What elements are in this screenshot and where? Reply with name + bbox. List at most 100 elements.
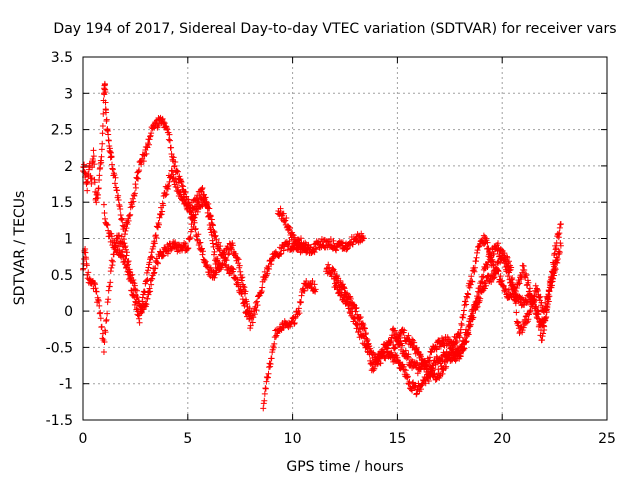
data-point	[127, 277, 134, 284]
data-point	[154, 259, 161, 266]
data-point	[191, 219, 198, 226]
data-point	[370, 367, 377, 374]
data-point	[419, 381, 426, 388]
data-point	[88, 175, 95, 182]
data-point	[102, 88, 109, 95]
data-point	[347, 295, 354, 302]
data-point	[201, 191, 208, 198]
data-point	[141, 288, 148, 295]
data-point	[526, 285, 533, 292]
data-point	[226, 270, 233, 277]
data-point	[125, 268, 132, 275]
data-point	[490, 250, 497, 257]
data-point	[129, 203, 136, 210]
data-point	[111, 180, 118, 187]
data-point	[542, 299, 549, 306]
data-point	[409, 336, 416, 343]
data-point	[502, 285, 509, 292]
data-point	[192, 225, 199, 232]
data-point	[117, 212, 124, 219]
data-point	[204, 203, 211, 210]
x-tick-label: 25	[598, 431, 616, 447]
data-point	[525, 279, 532, 286]
data-point	[159, 115, 166, 122]
data-point	[461, 302, 468, 309]
data-point	[234, 255, 241, 262]
data-point	[164, 126, 171, 133]
data-point	[461, 339, 468, 346]
data-point	[268, 261, 275, 268]
data-point	[115, 196, 122, 203]
data-point	[229, 265, 236, 272]
data-point	[148, 249, 155, 256]
data-point	[177, 177, 184, 184]
data-point	[425, 377, 432, 384]
data-point	[271, 340, 278, 347]
data-point	[543, 303, 550, 310]
data-point	[253, 307, 260, 314]
data-point	[128, 287, 135, 294]
data-point	[413, 359, 420, 366]
y-axis-label: SDTVAR / TECUs	[12, 191, 28, 306]
data-point	[410, 379, 417, 386]
data-point	[499, 277, 506, 284]
data-point	[280, 210, 287, 217]
data-point	[361, 325, 368, 332]
data-point	[361, 335, 368, 342]
data-point	[516, 330, 523, 337]
data-point	[112, 174, 119, 181]
data-point	[103, 221, 110, 228]
data-point	[105, 131, 112, 138]
data-point	[313, 246, 320, 253]
data-point	[187, 208, 194, 215]
data-point	[186, 235, 193, 242]
data-point	[203, 202, 210, 209]
data-point	[404, 373, 411, 380]
data-point	[337, 277, 344, 284]
data-point	[551, 263, 558, 270]
data-point	[510, 284, 517, 291]
data-point	[249, 319, 256, 326]
data-point	[246, 315, 253, 322]
data-point	[127, 275, 134, 282]
data-point	[540, 330, 547, 337]
data-point	[532, 282, 539, 289]
data-point	[264, 374, 271, 381]
data-point	[230, 266, 237, 273]
data-point	[357, 314, 364, 321]
data-point	[518, 323, 525, 330]
data-point	[240, 299, 247, 306]
data-point	[202, 258, 209, 265]
data-point	[115, 243, 122, 250]
data-point	[184, 245, 191, 252]
data-point	[513, 291, 520, 298]
data-point	[116, 232, 123, 239]
data-point	[179, 182, 186, 189]
data-point	[109, 258, 116, 265]
data-point	[119, 217, 126, 224]
data-point	[166, 178, 173, 185]
data-point	[105, 296, 112, 303]
y-tick-label: -1	[59, 377, 73, 393]
data-point	[401, 327, 408, 334]
data-point	[545, 293, 552, 300]
data-point	[465, 291, 472, 298]
data-point	[103, 317, 110, 324]
data-point	[126, 212, 133, 219]
data-point	[497, 273, 504, 280]
data-point	[454, 338, 461, 345]
data-point	[357, 326, 364, 333]
data-point	[297, 299, 304, 306]
data-point	[506, 258, 513, 265]
data-point	[229, 242, 236, 249]
data-point	[471, 268, 478, 275]
data-point	[392, 344, 399, 351]
data-point	[205, 213, 212, 220]
data-point	[246, 316, 253, 323]
data-point	[121, 240, 128, 247]
data-point	[405, 351, 412, 358]
data-point	[272, 333, 279, 340]
data-point	[251, 311, 258, 318]
data-point	[146, 136, 153, 143]
data-point	[442, 365, 449, 372]
